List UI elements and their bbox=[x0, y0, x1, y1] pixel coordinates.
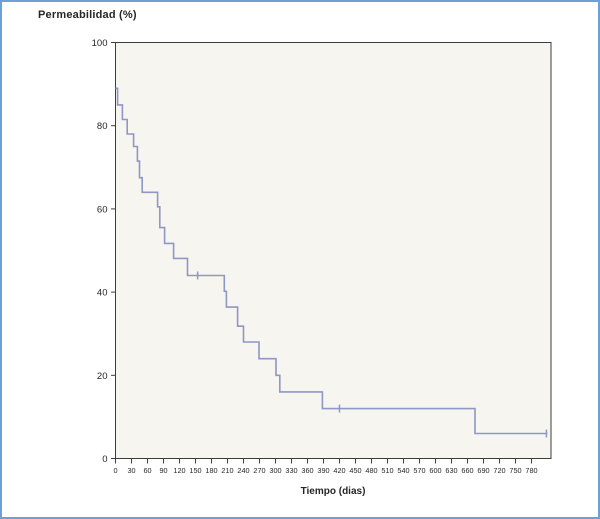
x-tick-label: 180 bbox=[205, 466, 217, 475]
x-tick-label: 570 bbox=[413, 466, 425, 475]
chart-title: Permeabilidad (%) bbox=[38, 9, 137, 21]
x-tick-label: 120 bbox=[173, 466, 185, 475]
x-tick-label: 240 bbox=[237, 466, 249, 475]
x-tick-label: 450 bbox=[349, 466, 361, 475]
x-tick-label: 0 bbox=[113, 466, 117, 475]
y-tick-label: 60 bbox=[97, 204, 108, 215]
x-tick-label: 510 bbox=[381, 466, 393, 475]
y-tick-label: 80 bbox=[97, 121, 108, 132]
x-tick-label: 30 bbox=[127, 466, 135, 475]
x-tick-label: 660 bbox=[461, 466, 473, 475]
x-tick-label: 90 bbox=[159, 466, 167, 475]
x-tick-label: 720 bbox=[493, 466, 505, 475]
x-tick-label: 540 bbox=[397, 466, 409, 475]
y-tick-label: 40 bbox=[97, 288, 108, 299]
x-tick-label: 390 bbox=[317, 466, 329, 475]
x-tick-label: 630 bbox=[445, 466, 457, 475]
plot-area bbox=[115, 42, 552, 459]
y-tick-label: 20 bbox=[97, 371, 108, 382]
x-tick-label: 210 bbox=[221, 466, 233, 475]
x-tick-label: 480 bbox=[365, 466, 377, 475]
x-tick-label: 750 bbox=[509, 466, 521, 475]
x-tick-label: 150 bbox=[189, 466, 201, 475]
x-tick-label: 330 bbox=[285, 466, 297, 475]
x-tick-label: 270 bbox=[253, 466, 265, 475]
x-axis-title: Tiempo (dias) bbox=[300, 486, 366, 497]
x-tick-label: 360 bbox=[301, 466, 313, 475]
x-tick-label: 300 bbox=[269, 466, 281, 475]
x-tick-label: 600 bbox=[429, 466, 441, 475]
survival-step-curve bbox=[115, 87, 548, 435]
x-tick-label: 690 bbox=[477, 466, 489, 475]
x-tick-label: 420 bbox=[333, 466, 345, 475]
y-tick-label: 0 bbox=[102, 454, 107, 465]
x-tick-label: 60 bbox=[143, 466, 151, 475]
x-tick-label: 780 bbox=[525, 466, 537, 475]
y-tick-label: 100 bbox=[92, 38, 108, 49]
